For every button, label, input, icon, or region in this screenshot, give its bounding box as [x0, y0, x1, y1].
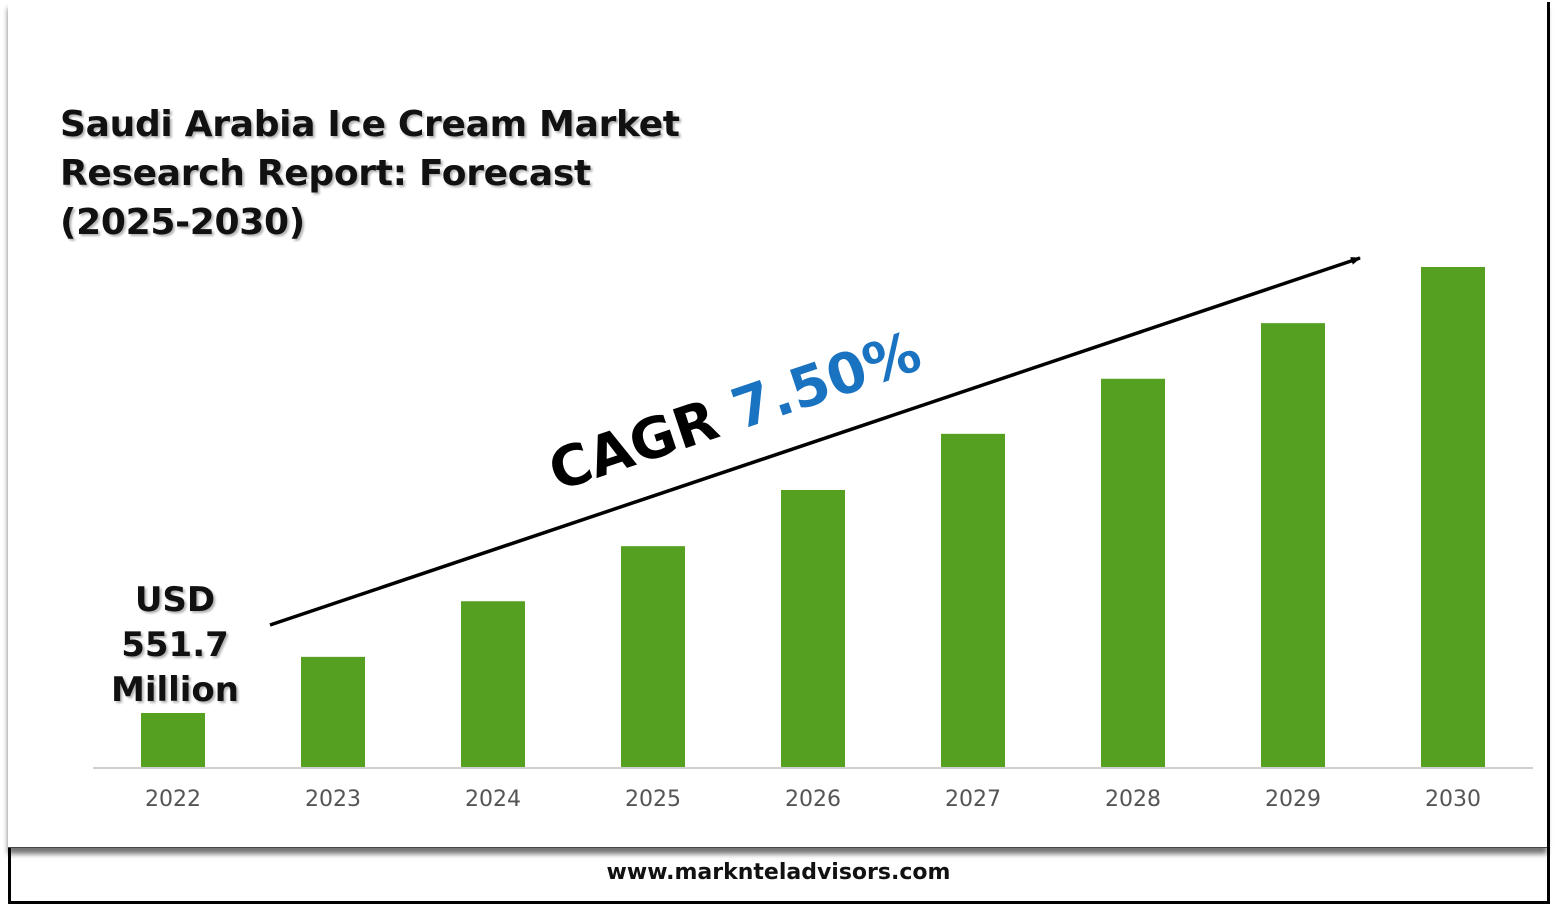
- title-line-2: Research Report: Forecast: [60, 153, 591, 194]
- bar-2025: [621, 546, 685, 767]
- start-value-label: USD 551.7 Million: [105, 578, 245, 713]
- start-label-value: 551.7: [121, 625, 229, 665]
- x-tick-label: 2026: [785, 787, 841, 812]
- growth-arrow: [269, 256, 1361, 627]
- bar-2024: [461, 601, 525, 767]
- x-tick-label: 2022: [145, 787, 201, 812]
- bar-2023: [301, 656, 365, 767]
- title-line-3: (2025-2030): [60, 202, 305, 243]
- chart-title: Saudi Arabia Ice Cream Market Research R…: [60, 100, 680, 247]
- bar-2030: [1421, 267, 1485, 767]
- start-label-currency: USD: [134, 580, 216, 620]
- x-tick-label: 2023: [305, 787, 361, 812]
- bar-2027: [941, 433, 1005, 767]
- start-label-unit: Million: [110, 670, 239, 710]
- bar-2026: [781, 490, 845, 767]
- bar-2022: [141, 713, 205, 767]
- x-tick-label: 2029: [1265, 787, 1321, 812]
- title-line-1: Saudi Arabia Ice Cream Market: [60, 104, 680, 145]
- bar-2029: [1261, 323, 1325, 767]
- x-tick-label: 2024: [465, 787, 521, 812]
- footer-website[interactable]: www.marknteladvisors.com: [606, 860, 951, 885]
- x-tick-label: 2025: [625, 787, 681, 812]
- bar-2028: [1101, 378, 1165, 767]
- x-tick-label: 2030: [1425, 787, 1481, 812]
- x-tick-label: 2027: [945, 787, 1001, 812]
- x-tick-label: 2028: [1105, 787, 1161, 812]
